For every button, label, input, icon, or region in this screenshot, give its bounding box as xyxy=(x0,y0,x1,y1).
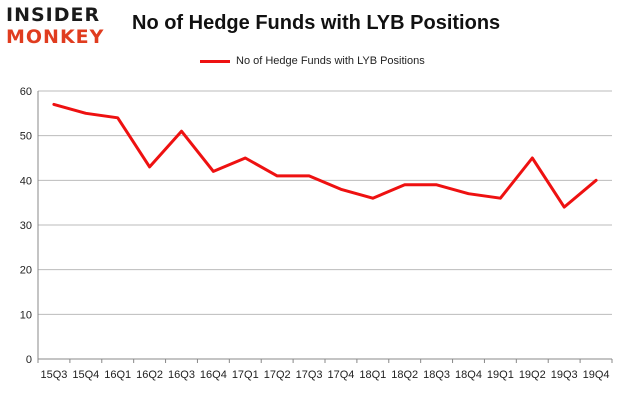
chart-legend: No of Hedge Funds with LYB Positions xyxy=(200,54,425,68)
logo-top-text: INSIDER xyxy=(6,4,101,26)
y-tick-label: 30 xyxy=(20,220,32,232)
x-tick-label: 15Q3 xyxy=(40,369,67,381)
y-tick-label: 40 xyxy=(20,175,32,187)
y-tick-label: 60 xyxy=(20,86,32,98)
grid-lines xyxy=(38,90,612,315)
legend-label: No of Hedge Funds with LYB Positions xyxy=(236,55,425,67)
y-tick-label: 50 xyxy=(20,131,32,143)
y-tick-label: 0 xyxy=(26,354,32,366)
x-tick-label: 19Q4 xyxy=(583,369,610,381)
x-tick-label: 16Q1 xyxy=(104,369,131,381)
x-tick-label: 17Q1 xyxy=(232,369,259,381)
logo-bottom-text: MONKEY xyxy=(6,26,105,48)
x-tick-label: 19Q3 xyxy=(551,369,578,381)
x-tick-label: 18Q4 xyxy=(455,369,482,381)
x-tick-label: 18Q2 xyxy=(391,369,418,381)
y-tick-label: 10 xyxy=(20,309,32,321)
x-tick-label: 17Q4 xyxy=(327,369,354,381)
axes xyxy=(37,91,613,363)
legend-swatch xyxy=(200,59,230,63)
y-tick-labels: 0 10 20 30 40 50 60 xyxy=(20,86,32,366)
x-tick-label: 16Q3 xyxy=(168,369,195,381)
x-tick-label: 18Q3 xyxy=(423,369,450,381)
insider-monkey-logo: INSIDER MONKEY xyxy=(6,4,118,50)
x-tick-label: 16Q2 xyxy=(136,369,163,381)
y-tick-label: 20 xyxy=(20,265,32,277)
x-tick-label: 18Q1 xyxy=(359,369,386,381)
x-tick-label: 19Q2 xyxy=(519,369,546,381)
x-tick-label: 16Q4 xyxy=(200,369,227,381)
x-tick-label: 19Q1 xyxy=(487,369,514,381)
x-tick-labels: 15Q3 15Q4 16Q1 16Q2 16Q3 16Q4 17Q1 17Q2 17Q3 17Q4… xyxy=(40,369,609,381)
series-lines xyxy=(52,102,598,209)
chart-title: No of Hedge Funds with LYB Positions xyxy=(132,12,501,34)
series-line xyxy=(52,102,598,209)
x-tick-label: 17Q2 xyxy=(264,369,291,381)
x-tick-label: 17Q3 xyxy=(296,369,323,381)
x-tick-label: 15Q4 xyxy=(72,369,99,381)
